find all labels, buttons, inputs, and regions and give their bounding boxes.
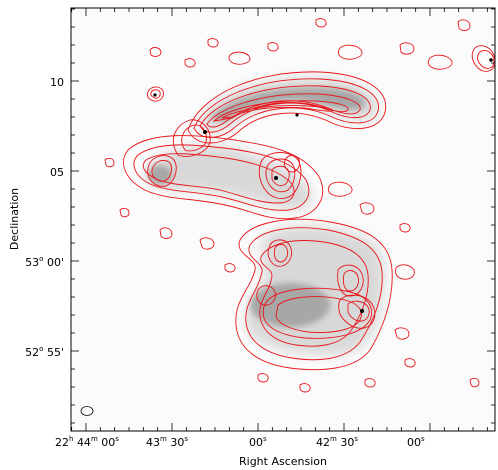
source-marker xyxy=(295,113,299,117)
source-marker xyxy=(153,93,157,97)
x-tick-label: 42m 30s xyxy=(316,435,358,449)
y-tick-label: 53o 00' xyxy=(25,255,64,269)
plot-background xyxy=(71,8,495,431)
contours-arc xyxy=(172,71,387,157)
contours-scatter xyxy=(104,18,495,393)
y-tick-labels: 10 05 53o 00' 52o 55' xyxy=(25,76,64,359)
source-marker xyxy=(203,130,207,134)
contours-lower xyxy=(235,218,415,371)
x-tick-labels: 22h 44m 00s 43m 30s 00s 42m 30s 00s xyxy=(55,435,425,449)
point-sources xyxy=(153,58,493,313)
y-tick-label: 10 xyxy=(50,76,64,89)
y-tick-label: 52o 55' xyxy=(25,345,64,359)
y-axis-title: Declination xyxy=(8,188,21,250)
x-tick-label: 00s xyxy=(407,435,425,449)
x-tick-label: 00s xyxy=(249,435,267,449)
contours-middle xyxy=(123,86,324,220)
source-marker xyxy=(274,176,278,180)
x-tick-label: 43m 30s xyxy=(146,435,188,449)
beam-ellipse xyxy=(80,406,94,416)
x-axis-title: Right Ascension xyxy=(239,455,327,468)
axis-ticks xyxy=(71,8,495,431)
source-marker xyxy=(360,309,364,313)
bright-emission xyxy=(148,87,366,327)
source-marker xyxy=(489,58,493,62)
x-tick-label: 22h 44m 00s xyxy=(55,435,119,449)
y-tick-label: 05 xyxy=(50,166,64,179)
plot-frame xyxy=(70,7,496,432)
